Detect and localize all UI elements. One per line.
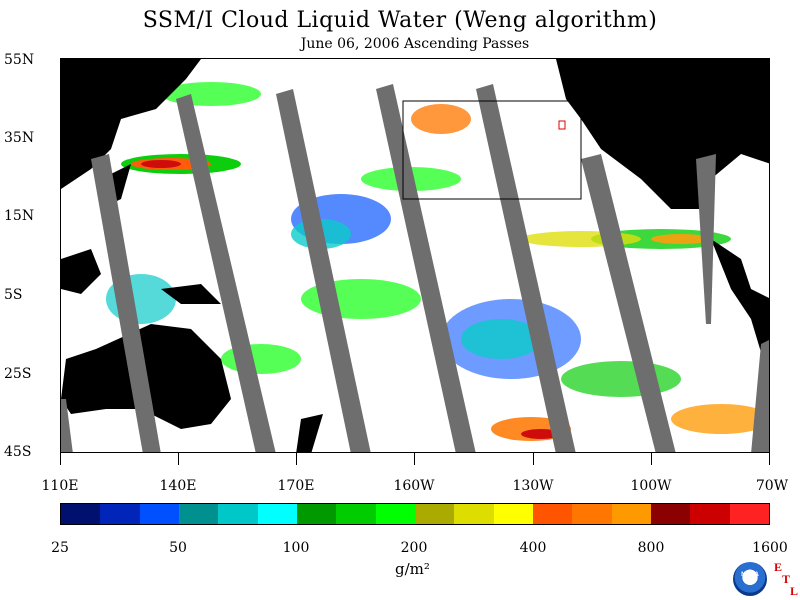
lon-label: 130W [512, 478, 554, 494]
lat-label: 55N [4, 52, 35, 68]
colorbar-swatch [650, 504, 691, 524]
lon-tick [60, 453, 61, 465]
region-box [402, 100, 582, 200]
lon-tick [296, 453, 297, 465]
lon-label: 140E [159, 478, 197, 494]
colorbar-label: 1600 [752, 540, 788, 556]
colorbar-swatch [532, 504, 573, 524]
chart-title: SSM/I Cloud Liquid Water (Weng algorithm… [142, 8, 658, 33]
lon-tick [533, 453, 534, 465]
colorbar-swatch [611, 504, 651, 524]
colorbar-swatch [218, 504, 258, 524]
cloud-water-map [60, 58, 770, 453]
etl-letter-e: E [774, 560, 783, 574]
colorbar-swatch [257, 504, 297, 524]
map-graphic [61, 59, 769, 452]
colorbar-swatch [572, 504, 612, 524]
etl-letter-l: L [790, 584, 799, 598]
colorbar-swatch [178, 504, 219, 524]
colorbar [60, 503, 770, 525]
colorbar-swatch [139, 504, 179, 524]
chart-subtitle: June 06, 2006 Ascending Passes [300, 36, 530, 52]
colorbar-swatch [454, 504, 494, 524]
colorbar-swatch [690, 504, 730, 524]
colorbar-swatch [61, 504, 101, 524]
colorbar-swatch [493, 504, 533, 524]
lon-label: 70W [755, 478, 789, 494]
colorbar-label: 400 [519, 540, 547, 556]
lat-label: 25S [4, 366, 32, 382]
colorbar-label: 100 [282, 540, 310, 556]
small-marker-box [558, 120, 566, 130]
colorbar-swatch [375, 504, 415, 524]
lon-tick [178, 453, 179, 465]
colorbar-label: 800 [637, 540, 665, 556]
swath-gaps [61, 84, 769, 452]
units-label: g/m² [395, 560, 430, 578]
colorbar-swatch [296, 504, 337, 524]
lon-label: 160W [393, 478, 435, 494]
noaa-logo-icon: NOAA [733, 562, 767, 596]
colorbar-label: 200 [400, 540, 428, 556]
lon-tick [414, 453, 415, 465]
lat-label: 5S [4, 287, 23, 303]
lat-label: 35N [4, 130, 35, 146]
lon-label: 110E [41, 478, 79, 494]
colorbar-swatch [414, 504, 455, 524]
colorbar-swatch [729, 504, 769, 524]
lon-label: 170E [277, 478, 315, 494]
lat-label: 45S [4, 444, 32, 460]
colorbar-swatch [100, 504, 140, 524]
lon-label: 100W [630, 478, 672, 494]
colorbar-swatch [336, 504, 376, 524]
colorbar-label: 25 [51, 540, 69, 556]
lon-tick [651, 453, 652, 465]
lon-tick [769, 453, 770, 465]
lat-label: 15N [4, 208, 35, 224]
etl-letter-t: T [782, 572, 791, 586]
colorbar-label: 50 [169, 540, 187, 556]
